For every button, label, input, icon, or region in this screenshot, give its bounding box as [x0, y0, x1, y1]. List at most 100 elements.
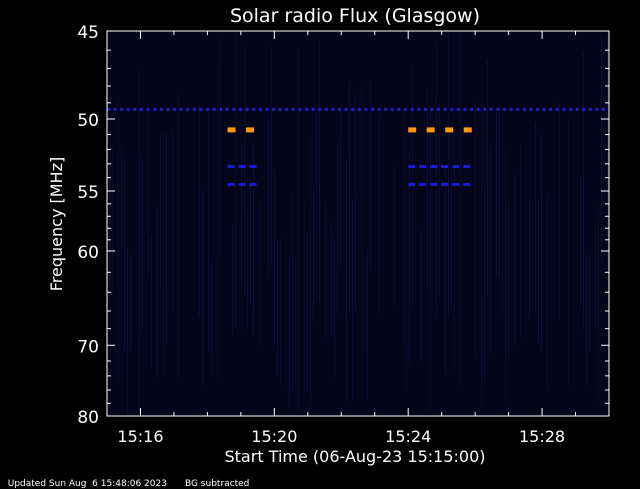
feature-dash — [126, 107, 130, 111]
texture-stripe — [142, 157, 143, 330]
axis-ticks: 45 50 55 60 70 80 15:16 15:20 15:24 15:28 — [77, 23, 609, 446]
feature-dash — [344, 107, 348, 111]
feature-dash — [351, 107, 355, 111]
feature-dash — [120, 107, 124, 111]
texture-stripe — [172, 132, 173, 312]
texture-stripe — [487, 59, 488, 296]
texture-stripe — [427, 88, 428, 293]
texture-stripe — [436, 43, 437, 316]
feature-dash — [426, 127, 435, 133]
texture-stripe — [535, 122, 536, 312]
texture-stripe — [589, 250, 590, 353]
footer: Updated Sun Aug 6 15:48:06 2023 BG subtra… — [2, 469, 267, 489]
feature-dash — [331, 107, 335, 111]
texture-stripe — [253, 141, 254, 336]
spectral-features — [107, 107, 605, 186]
feature-dash — [410, 107, 414, 111]
texture-stripe — [259, 201, 260, 346]
plot-area — [107, 31, 609, 416]
feature-dash — [265, 107, 269, 111]
texture-stripe — [316, 103, 317, 264]
texture-stripe — [514, 173, 515, 347]
feature-dash — [452, 165, 460, 169]
feature-dash — [192, 107, 196, 111]
texture-stripe — [481, 100, 482, 408]
feature-dash — [562, 107, 566, 111]
texture-stripe — [118, 96, 119, 382]
texture-stripe — [445, 166, 446, 374]
texture-stripe — [421, 230, 422, 365]
texture-stripe — [232, 222, 233, 336]
texture-stripe — [601, 35, 602, 261]
y-tick-label: 50 — [77, 111, 99, 131]
texture-stripe — [454, 130, 455, 370]
feature-dash — [219, 107, 223, 111]
texture-stripe — [529, 199, 530, 319]
texture-stripe — [313, 187, 314, 321]
texture-stripe — [298, 48, 299, 411]
feature-dash — [450, 107, 454, 111]
texture-stripe — [325, 201, 326, 342]
feature-dash — [146, 107, 150, 111]
feature-dash — [582, 107, 586, 111]
texture-stripe — [235, 35, 236, 329]
feature-dash — [113, 107, 117, 111]
feature-dash — [569, 107, 572, 111]
feature-dash — [272, 107, 275, 111]
feature-dash — [305, 107, 308, 111]
texture-stripe — [475, 102, 476, 356]
texture-stripe — [583, 51, 584, 329]
feature-dash — [239, 107, 242, 111]
feature-dash — [419, 182, 427, 186]
feature-dash — [153, 107, 157, 111]
feature-dash — [249, 182, 257, 186]
texture-stripe — [352, 199, 353, 400]
texture-stripe — [460, 31, 461, 386]
feature-dash — [133, 107, 137, 111]
texture-stripe — [505, 150, 506, 402]
texture-stripe — [199, 105, 200, 317]
texture-stripe — [208, 114, 209, 354]
texture-stripe — [451, 174, 452, 308]
texture-stripe — [448, 31, 449, 318]
texture-stripe — [595, 225, 596, 330]
feature-dash — [238, 165, 246, 169]
texture-stripe — [409, 152, 410, 365]
texture-stripe — [166, 132, 167, 345]
texture-stripe — [217, 59, 218, 380]
feature-dash — [232, 107, 236, 111]
feature-dash — [397, 107, 401, 111]
feature-dash — [173, 107, 176, 111]
feature-dash — [445, 127, 454, 133]
feature-dash — [408, 165, 416, 169]
texture-stripe — [124, 160, 125, 351]
texture-stripe — [304, 204, 305, 393]
feature-dash — [390, 107, 394, 111]
noise-texture — [109, 31, 608, 415]
feature-dash — [364, 107, 368, 111]
feature-dash — [463, 182, 471, 186]
y-tick-label: 55 — [77, 183, 99, 203]
feature-dash — [542, 107, 546, 111]
updated-timestamp: Updated Sun Aug 6 15:48:06 2023 — [7, 479, 167, 489]
feature-dash — [179, 107, 183, 111]
texture-stripe — [289, 254, 290, 407]
plot-frame — [106, 30, 610, 417]
x-axis-label: Start Time (06-Aug-23 15:15:00) — [225, 447, 486, 466]
feature-dash — [408, 182, 416, 186]
texture-stripe — [439, 102, 440, 298]
texture-stripe — [403, 108, 404, 348]
y-axis-label: Frequency [MHz] — [47, 157, 66, 291]
texture-stripe — [508, 201, 509, 359]
feature-dash — [246, 127, 254, 133]
feature-dash — [529, 107, 533, 111]
feature-dash — [311, 107, 315, 111]
feature-dash — [430, 182, 438, 186]
feature-dash — [291, 107, 295, 111]
feature-dash — [417, 107, 421, 111]
texture-stripe — [292, 193, 293, 393]
texture-stripe — [520, 145, 521, 338]
texture-stripe — [109, 160, 110, 304]
feature-dash — [536, 107, 539, 111]
feature-dash — [298, 107, 302, 111]
